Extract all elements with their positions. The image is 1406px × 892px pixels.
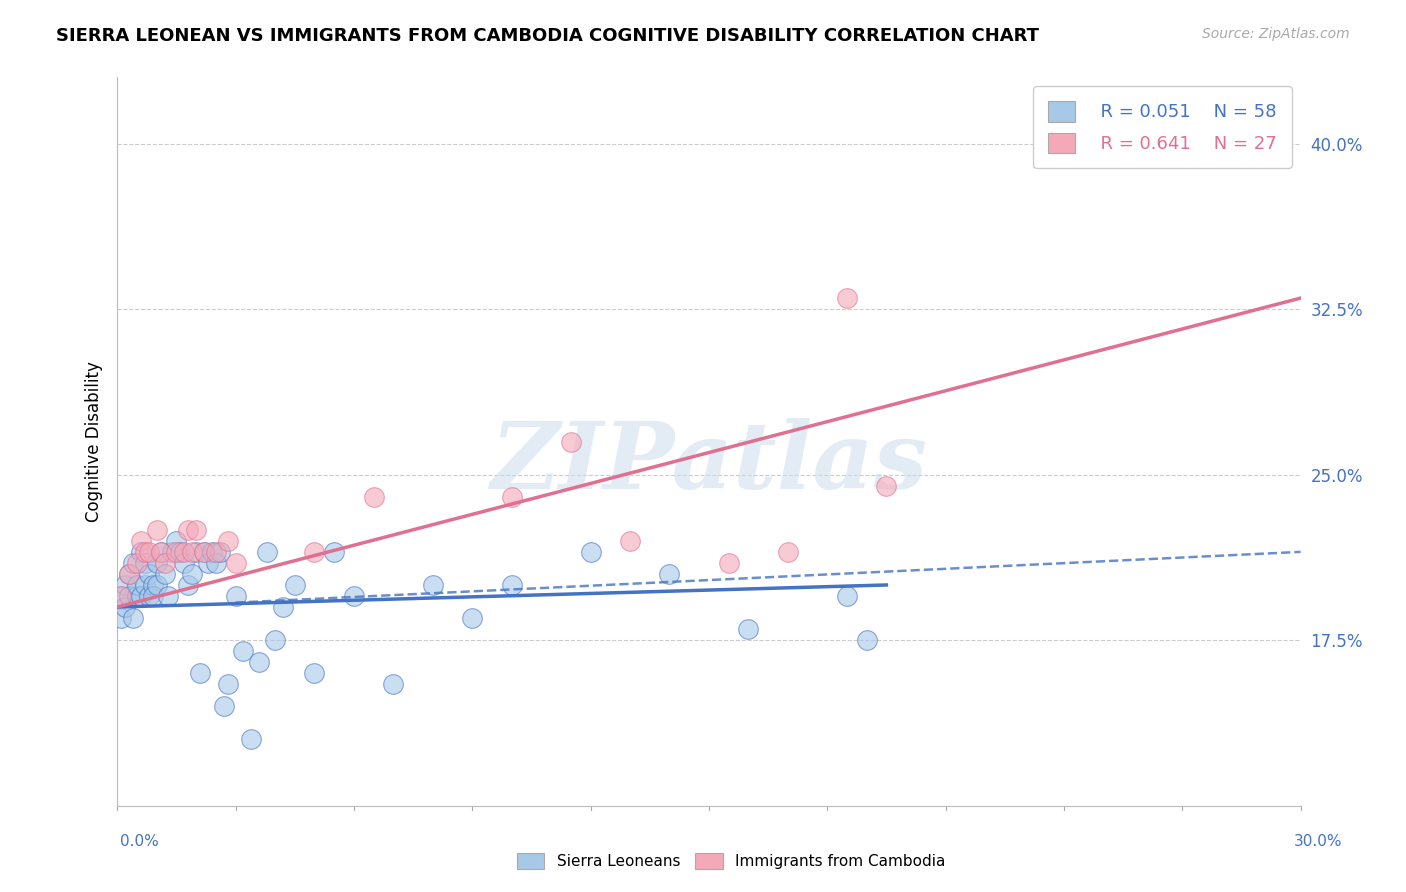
Point xyxy=(125,578,148,592)
Point xyxy=(118,566,141,581)
Point xyxy=(184,523,207,537)
Point xyxy=(149,545,172,559)
Point xyxy=(193,545,215,559)
Point xyxy=(181,545,204,559)
Point xyxy=(217,533,239,548)
Point xyxy=(256,545,278,559)
Point xyxy=(204,545,226,559)
Point xyxy=(501,578,523,592)
Text: 30.0%: 30.0% xyxy=(1295,834,1343,849)
Point xyxy=(304,545,326,559)
Point xyxy=(776,545,799,559)
Point xyxy=(225,556,247,570)
Point xyxy=(129,533,152,548)
Legend: Sierra Leoneans, Immigrants from Cambodia: Sierra Leoneans, Immigrants from Cambodi… xyxy=(510,847,952,875)
Point xyxy=(193,545,215,559)
Point xyxy=(181,566,204,581)
Point xyxy=(619,533,641,548)
Point xyxy=(173,556,195,570)
Point xyxy=(129,545,152,559)
Point xyxy=(204,556,226,570)
Point xyxy=(138,589,160,603)
Point xyxy=(177,578,200,592)
Point xyxy=(118,589,141,603)
Point xyxy=(110,589,132,603)
Y-axis label: Cognitive Disability: Cognitive Disability xyxy=(86,361,103,522)
Point xyxy=(122,556,145,570)
Point xyxy=(188,666,211,681)
Point xyxy=(138,545,160,559)
Text: 0.0%: 0.0% xyxy=(120,834,159,849)
Point xyxy=(422,578,444,592)
Point xyxy=(560,434,582,449)
Point xyxy=(201,545,224,559)
Point xyxy=(197,556,219,570)
Point xyxy=(363,490,385,504)
Point xyxy=(122,611,145,625)
Point xyxy=(304,666,326,681)
Text: ZIPatlas: ZIPatlas xyxy=(491,418,928,508)
Point xyxy=(110,589,132,603)
Point xyxy=(142,589,165,603)
Point xyxy=(855,633,877,648)
Point xyxy=(717,556,740,570)
Point xyxy=(110,611,132,625)
Point xyxy=(737,622,759,636)
Point xyxy=(217,677,239,691)
Point xyxy=(461,611,484,625)
Point xyxy=(142,578,165,592)
Point xyxy=(875,478,897,492)
Point xyxy=(271,600,294,615)
Text: SIERRA LEONEAN VS IMMIGRANTS FROM CAMBODIA COGNITIVE DISABILITY CORRELATION CHAR: SIERRA LEONEAN VS IMMIGRANTS FROM CAMBOD… xyxy=(56,27,1039,45)
Text: Source: ZipAtlas.com: Source: ZipAtlas.com xyxy=(1202,27,1350,41)
Point xyxy=(284,578,307,592)
Point xyxy=(145,556,167,570)
Point xyxy=(835,589,858,603)
Point xyxy=(247,655,270,669)
Point xyxy=(835,291,858,305)
Point xyxy=(129,589,152,603)
Point xyxy=(240,732,263,747)
Point xyxy=(125,589,148,603)
Point xyxy=(114,600,136,615)
Point xyxy=(165,545,187,559)
Point xyxy=(212,699,235,714)
Point xyxy=(501,490,523,504)
Point xyxy=(169,545,191,559)
Point xyxy=(184,545,207,559)
Point xyxy=(173,545,195,559)
Point xyxy=(118,566,141,581)
Point xyxy=(145,523,167,537)
Point xyxy=(165,533,187,548)
Point xyxy=(232,644,254,658)
Point xyxy=(264,633,287,648)
Point xyxy=(658,566,681,581)
Point xyxy=(134,556,156,570)
Point xyxy=(125,556,148,570)
Point xyxy=(343,589,366,603)
Point xyxy=(157,589,180,603)
Point xyxy=(323,545,346,559)
Point xyxy=(138,566,160,581)
Point xyxy=(149,545,172,559)
Point xyxy=(114,578,136,592)
Point xyxy=(134,578,156,592)
Point xyxy=(579,545,602,559)
Point xyxy=(145,578,167,592)
Point xyxy=(382,677,405,691)
Point xyxy=(177,523,200,537)
Point xyxy=(208,545,231,559)
Legend:   R = 0.051    N = 58,   R = 0.641    N = 27: R = 0.051 N = 58, R = 0.641 N = 27 xyxy=(1033,87,1292,168)
Point xyxy=(134,545,156,559)
Point xyxy=(153,556,176,570)
Point xyxy=(225,589,247,603)
Point xyxy=(153,566,176,581)
Point xyxy=(162,545,184,559)
